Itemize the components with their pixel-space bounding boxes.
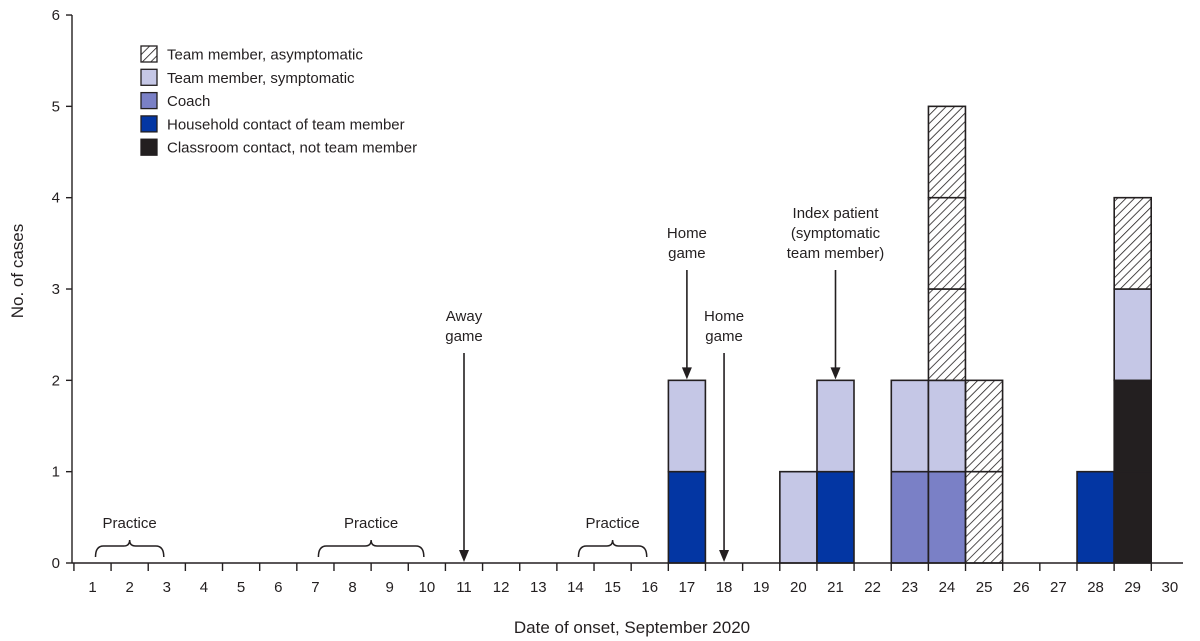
x-tick-label: 18 — [716, 579, 733, 596]
x-tick-label: 13 — [530, 579, 547, 596]
x-tick-label: 23 — [901, 579, 918, 596]
bar-segment — [667, 470, 707, 564]
legend-label: Coach — [167, 93, 210, 110]
legend-label: Team member, symptomatic — [167, 70, 355, 87]
annotation-arrow-head — [830, 367, 841, 380]
x-tick-label: 8 — [348, 579, 356, 596]
y-tick-label: 6 — [52, 7, 60, 24]
x-tick-label: 7 — [311, 579, 319, 596]
bar-segment — [890, 470, 930, 564]
x-tick-label: 4 — [200, 579, 208, 596]
practice-brace — [317, 539, 425, 558]
bar-segment — [779, 470, 818, 564]
bar-segment — [927, 470, 967, 564]
x-tick-label: 30 — [1162, 579, 1179, 596]
legend-swatch — [140, 115, 158, 133]
bar-segment — [964, 470, 1004, 564]
annotation-label: game — [668, 245, 706, 262]
legend-swatch — [140, 138, 158, 156]
x-tick-label: 2 — [125, 579, 133, 596]
bar-segment — [890, 379, 930, 473]
bar-segment — [816, 379, 855, 473]
y-tick-label: 1 — [52, 464, 60, 481]
legend-swatch — [140, 45, 158, 63]
annotation-label: Home — [704, 308, 744, 325]
x-tick-label: 29 — [1124, 579, 1141, 596]
y-tick-label: 2 — [52, 372, 60, 389]
x-tick-label: 17 — [679, 579, 696, 596]
annotation-label: game — [445, 328, 483, 345]
bar-segment — [816, 470, 855, 564]
bar-segment — [927, 379, 967, 473]
y-tick-label: 0 — [52, 555, 60, 572]
y-tick-label: 4 — [52, 190, 60, 207]
bar-segment — [927, 105, 967, 199]
bar-segment — [1113, 288, 1152, 382]
brace-label: Practice — [103, 515, 157, 532]
x-tick-label: 26 — [1013, 579, 1030, 596]
x-tick-label: 12 — [493, 579, 510, 596]
x-tick-label: 21 — [827, 579, 844, 596]
x-tick-label: 27 — [1050, 579, 1067, 596]
practice-brace — [577, 539, 648, 558]
brace-label: Practice — [586, 515, 640, 532]
x-tick-label: 24 — [939, 579, 956, 596]
x-tick-label: 25 — [976, 579, 993, 596]
bar-segment — [1076, 470, 1115, 564]
bar-segment — [927, 196, 967, 290]
annotation-arrow-head — [681, 367, 692, 380]
x-tick-label: 28 — [1087, 579, 1104, 596]
x-tick-label: 19 — [753, 579, 770, 596]
x-tick-label: 10 — [419, 579, 436, 596]
annotation-label: Home — [667, 225, 707, 242]
y-tick-label: 3 — [52, 281, 60, 298]
annotation-label: game — [705, 328, 743, 345]
y-axis-title: No. of cases — [8, 224, 27, 319]
legend-swatch — [140, 68, 158, 86]
legend-label: Household contact of team member — [167, 116, 405, 133]
x-tick-label: 15 — [604, 579, 621, 596]
x-tick-label: 3 — [163, 579, 171, 596]
annotation-label: Index patient — [793, 205, 880, 222]
x-tick-label: 9 — [386, 579, 394, 596]
legend-label: Classroom contact, not team member — [167, 140, 417, 157]
y-tick-label: 5 — [52, 98, 60, 115]
legend-swatch — [140, 91, 158, 110]
x-tick-label: 22 — [864, 579, 881, 596]
annotation-label: team member) — [787, 245, 885, 262]
x-tick-label: 14 — [567, 579, 584, 596]
x-tick-label: 11 — [456, 579, 472, 596]
annotation-arrow-head — [459, 550, 469, 562]
x-tick-label: 16 — [641, 579, 658, 596]
x-tick-label: 6 — [274, 579, 282, 596]
bar-segment — [964, 379, 1004, 473]
annotation-arrow-head — [719, 550, 730, 562]
annotations-layer: Away game Home game Home game Index patient (sy… — [94, 205, 885, 562]
bars-layer — [667, 105, 1152, 564]
practice-brace — [94, 539, 165, 558]
brace-label: Practice — [344, 515, 398, 532]
x-tick-label: 20 — [790, 579, 807, 596]
x-tick-label: 1 — [88, 579, 96, 596]
bar-segment — [667, 379, 707, 473]
annotation-label: (symptomatic — [791, 225, 881, 242]
x-axis-title: Date of onset, September 2020 — [514, 618, 750, 637]
bar-segment — [1113, 470, 1152, 564]
legend-label: Team member, asymptomatic — [167, 47, 363, 64]
legend: Team member, asymptomatic Team member, sy… — [140, 45, 417, 157]
bar-segment — [1113, 196, 1152, 290]
annotation-label: Away — [446, 308, 483, 325]
bar-segment — [1113, 379, 1152, 473]
x-tick-label: 5 — [237, 579, 245, 596]
bar-segment — [927, 288, 967, 382]
